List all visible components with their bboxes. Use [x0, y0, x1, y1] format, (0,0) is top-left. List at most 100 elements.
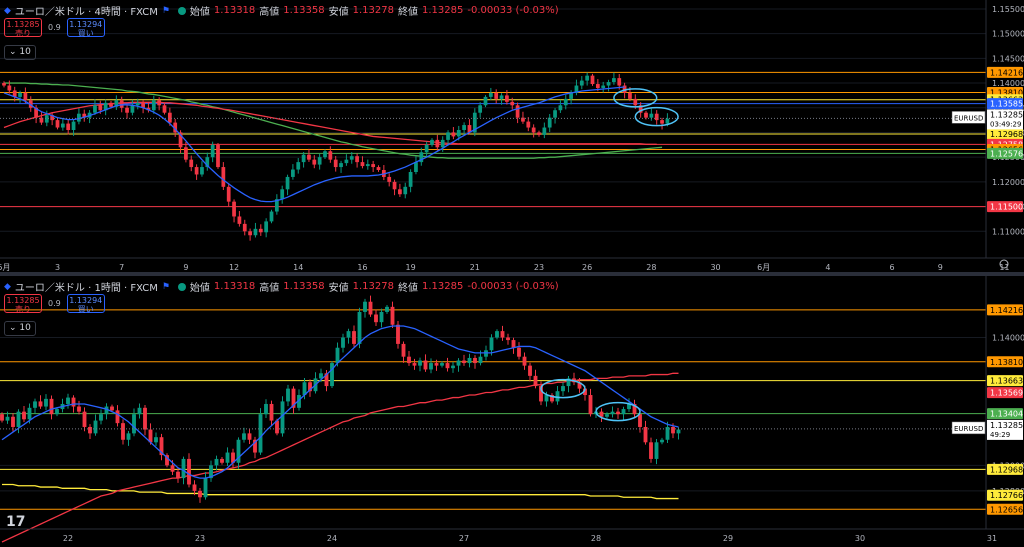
candle-body [38, 401, 43, 407]
chart-pane-1h[interactable]: 1.140001.130001.128001.142161.138101.136… [0, 276, 1024, 547]
candle-body [605, 414, 609, 417]
candle-body [165, 455, 169, 466]
candle-body [324, 373, 329, 387]
candle-body [467, 125, 472, 133]
price-tag-bg [987, 304, 1023, 316]
candle-body [341, 337, 345, 348]
settings-icon[interactable] [999, 259, 1009, 269]
price-tag-label: 1.13404 [990, 410, 1023, 419]
x-tick-label: 9 [183, 263, 188, 272]
candle-body [173, 122, 178, 133]
close-label: 終値 [398, 283, 418, 294]
candle-body [649, 113, 654, 118]
candle-body [301, 154, 306, 163]
candle-body [510, 101, 515, 106]
candle-body [360, 162, 365, 167]
candle-body [50, 115, 55, 121]
candle-body [71, 397, 76, 407]
change-value: -0.00033 (-0.03%) [467, 281, 559, 292]
candle-body [478, 105, 483, 113]
candle-body [533, 375, 538, 387]
candle-body [130, 105, 135, 113]
candle-body [654, 442, 659, 459]
candle-body [456, 130, 461, 137]
candle-body [103, 102, 108, 111]
tradingview-logo[interactable]: 17 [6, 514, 26, 530]
candle-body [430, 139, 434, 145]
buy-button[interactable]: 1.13294 買い [66, 294, 105, 314]
candle-body [151, 100, 156, 111]
countdown-label: 49:29 [990, 431, 1010, 439]
candle-body [606, 82, 611, 86]
chart-pane-4h[interactable]: 1.155001.150001.145001.140001.135001.130… [0, 0, 1024, 272]
symbol-title[interactable]: ユーロ／米ドル · 4時間 · FXCM [14, 7, 158, 18]
sell-price: 1.13285 [6, 296, 40, 305]
candle-body [248, 231, 252, 236]
last-price-tag-bg [987, 419, 1023, 440]
candle-body [412, 363, 417, 366]
x-tick-label: 24 [327, 534, 337, 543]
x-tick-label: 23 [534, 263, 544, 272]
low-label: 安値 [328, 7, 349, 18]
bookmark-icon[interactable]: ⚑ [161, 281, 170, 292]
x-tick-label: 9 [938, 263, 943, 272]
price-tag-label: 1.13810 [990, 358, 1023, 367]
pane-divider[interactable] [0, 272, 1024, 276]
candle-body [328, 151, 333, 160]
candle-body [665, 426, 670, 440]
candle-body [435, 139, 440, 148]
sell-label: 売り [15, 305, 31, 314]
candle-body [539, 386, 543, 402]
candle-body [368, 301, 373, 315]
candle-body [55, 120, 60, 128]
chart-canvas-1h[interactable]: 1.140001.130001.128001.142161.138101.136… [0, 276, 1024, 547]
price-tag-bg [987, 147, 1023, 159]
candle-body [77, 113, 81, 122]
price-tag-bg [987, 503, 1023, 515]
candle-body [203, 478, 208, 498]
candle-body [159, 437, 164, 456]
bookmark-icon[interactable]: ⚑ [161, 5, 170, 16]
candle-body [374, 314, 378, 323]
x-tick-label: 14 [293, 263, 303, 272]
candle-body [521, 117, 525, 122]
candle-body [671, 426, 675, 434]
chart-canvas-4h[interactable]: 1.155001.150001.145001.140001.135001.130… [0, 0, 1024, 272]
sell-button[interactable]: 1.13285 売り [4, 18, 42, 38]
candle-body [39, 117, 44, 123]
candle-body [574, 85, 579, 93]
y-tick-label: 1.14000 [992, 79, 1024, 88]
x-tick-label: 3 [55, 263, 60, 272]
candle-body [632, 403, 637, 415]
candle-body [220, 458, 224, 463]
candle-body [253, 228, 258, 236]
legend-4h: ◆ ユーロ／米ドル · 4時間 · FXCM ⚑ 始値 1.13318 高値 1.1… [4, 3, 559, 18]
symbol-title[interactable]: ユーロ／米ドル · 1時間 · FXCM [14, 283, 158, 294]
candle-body [588, 395, 593, 415]
candle-body [451, 365, 455, 369]
candle-body [553, 110, 557, 118]
candle-body [385, 306, 389, 312]
candle-body [269, 403, 274, 421]
buy-price: 1.13294 [69, 20, 103, 29]
candle-body [590, 75, 595, 85]
buy-button[interactable]: 1.13294 買い [66, 18, 105, 38]
candle-body [137, 407, 142, 415]
candle-body [387, 176, 392, 182]
candle-body [483, 96, 488, 106]
price-tag-label: 1.11500 [990, 203, 1023, 212]
candle-body [141, 102, 145, 108]
candle-body [258, 414, 263, 453]
indicators-toggle[interactable]: ⌄ 10 [4, 45, 36, 60]
candle-body [346, 331, 351, 338]
candle-body [333, 159, 338, 168]
candle-body [88, 426, 92, 434]
sell-button[interactable]: 1.13285 売り [4, 294, 42, 314]
candle-body [643, 426, 648, 443]
candle-body [418, 360, 422, 366]
candle-body [221, 167, 226, 187]
price-tag-label: 1.13663 [990, 377, 1023, 386]
indicators-toggle[interactable]: ⌄ 10 [4, 321, 36, 336]
candle-body [198, 490, 202, 498]
candle-body [291, 169, 295, 177]
